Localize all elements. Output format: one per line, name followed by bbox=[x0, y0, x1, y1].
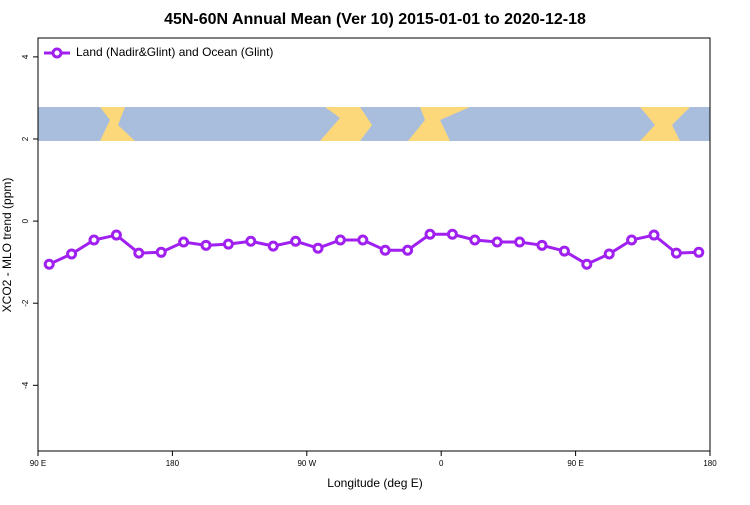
point bbox=[469, 234, 481, 246]
point bbox=[88, 234, 100, 246]
point bbox=[267, 240, 279, 252]
x-tick-label: 90 W bbox=[297, 459, 316, 468]
point bbox=[626, 234, 638, 246]
point bbox=[581, 258, 593, 270]
point bbox=[670, 247, 682, 259]
point bbox=[312, 242, 324, 254]
x-tick-label: 180 bbox=[166, 459, 180, 468]
point bbox=[357, 234, 369, 246]
point bbox=[334, 234, 346, 246]
point bbox=[603, 248, 615, 260]
point bbox=[43, 258, 55, 270]
point bbox=[402, 244, 414, 256]
point bbox=[66, 248, 78, 260]
y-axis-label: XCO2 - MLO trend (ppm) bbox=[0, 178, 14, 313]
y-tick-label: 2 bbox=[21, 136, 30, 141]
x-tick-label: 0 bbox=[439, 459, 444, 468]
point bbox=[222, 238, 234, 250]
point bbox=[155, 246, 167, 258]
point bbox=[648, 229, 660, 241]
x-tick-label: 90 E bbox=[567, 459, 583, 468]
point bbox=[491, 236, 503, 248]
series-line bbox=[48, 232, 699, 266]
y-tick-label: 4 bbox=[21, 54, 30, 59]
point bbox=[200, 239, 212, 251]
chart-title: 45N-60N Annual Mean (Ver 10) 2015-01-01 … bbox=[164, 11, 586, 28]
y-tick-label: 0 bbox=[21, 218, 30, 223]
point bbox=[558, 245, 570, 257]
point bbox=[133, 247, 145, 259]
point bbox=[424, 228, 436, 240]
point bbox=[446, 228, 458, 240]
x-axis-label: Longitude (deg E) bbox=[327, 476, 422, 490]
point bbox=[245, 235, 257, 247]
map-band bbox=[38, 107, 710, 141]
point bbox=[693, 246, 705, 258]
legend-marker bbox=[51, 47, 63, 59]
y-tick-label: -4 bbox=[21, 381, 30, 389]
legend-label: Land (Nadir&Glint) and Ocean (Glint) bbox=[76, 45, 273, 59]
y-tick-label: -2 bbox=[21, 299, 30, 307]
x-tick-label: 90 E bbox=[30, 459, 46, 468]
point bbox=[379, 244, 391, 256]
x-tick-label: 180 bbox=[703, 459, 717, 468]
point bbox=[178, 236, 190, 248]
point bbox=[290, 235, 302, 247]
point bbox=[514, 236, 526, 248]
plot-frame bbox=[37, 37, 711, 452]
point bbox=[536, 239, 548, 251]
point bbox=[110, 229, 122, 241]
